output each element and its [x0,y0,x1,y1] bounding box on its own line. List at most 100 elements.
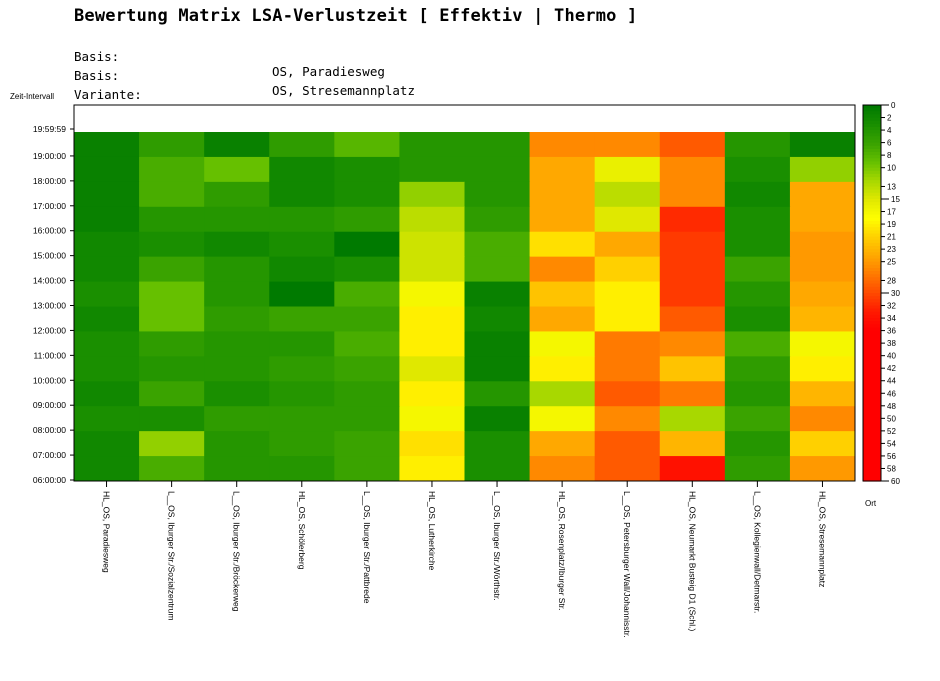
legend-color-segment [863,383,881,388]
heatmap-cell [334,256,400,283]
heatmap-cell [269,331,335,357]
info-value: OS, Paradiesweg [272,64,385,79]
legend-tick-label: 36 [887,327,896,336]
heatmap-cell [659,156,726,183]
heatmap-cell [139,331,205,357]
heatmap-cell [724,181,791,208]
plot-frame [73,104,856,482]
x-tick-label: L__OS, Petersburger Wall/Johannisstr. [622,491,632,638]
heatmap-cell [594,256,661,283]
heatmap-cell [659,406,726,432]
heatmap-cell [334,132,400,158]
legend-color-segment [863,314,881,319]
legend-color-segment [863,380,881,385]
heatmap-cell [399,281,465,307]
heatmap-cell [269,281,335,307]
legend-color-segment [863,145,881,150]
legend-color-segment [863,449,881,454]
heatmap-cell [594,331,661,357]
legend-color-segment [863,474,881,479]
y-tick-label: 10:00:00 [33,375,66,385]
legend-color-segment [863,148,881,153]
heatmap-cell [399,181,465,208]
heatmap-cell [529,181,596,208]
legend-color-segment [863,305,881,310]
legend-tick-label: 30 [891,289,900,298]
heatmap-cell [74,381,140,407]
legend-color-segment [863,346,881,350]
heatmap-cell [334,431,400,457]
legend-color-segment [863,365,881,369]
heatmap-cell [529,381,596,407]
y-tick-label: 14:00:00 [33,276,66,286]
heatmap-cell [789,206,856,233]
heatmap-cell [204,431,270,457]
heatmap-cell [204,456,270,482]
legend-tick-label: 19 [887,220,896,229]
legend-color-segment [863,412,881,416]
heatmap-cell [334,456,400,482]
y-tick-label: 07:00:00 [33,450,66,460]
heatmap-cell [529,306,596,332]
heatmap-cell [789,181,856,208]
legend-color-segment [863,258,881,263]
heatmap-cell [74,181,140,208]
legend-color-segment [863,405,881,410]
heatmap-cell [204,406,270,432]
legend-color-segment [863,177,881,181]
heatmap-cell [724,306,791,332]
heatmap-cell [594,231,661,258]
legend-color-segment [863,114,881,119]
heatmap-cell [659,206,726,233]
heatmap-cell [659,231,726,258]
heatmap-cell [139,256,205,283]
legend-tick-label: 50 [887,414,896,423]
heatmap-cell [74,156,140,183]
legend-color-segment [863,133,881,137]
x-tick-label: L__OS, Iburger Str./Bröckerweg [232,491,242,612]
heatmap-cell [724,281,791,307]
legend-color-segment [863,477,881,482]
legend-tick-label: 38 [887,339,896,348]
heatmap-cell [529,331,596,357]
heatmap-cell [724,156,791,183]
heatmap-cell [334,381,400,407]
legend-color-segment [863,424,881,429]
x-tick-label: HL_OS, Paradiesweg [102,491,112,573]
heatmap-cell [74,456,140,482]
x-tick-label: L__OS, Kollegienwall/Detmarstr. [752,491,762,613]
legend-tick-label: 46 [887,389,896,398]
heatmap-cell [269,156,335,183]
heatmap-cell [399,381,465,407]
legend-tick-label: 17 [887,208,896,217]
heatmap-cell [594,381,661,407]
legend-color-segment [863,286,881,291]
legend-color-segment [863,161,881,166]
legend-color-segment [863,440,881,444]
heatmap-cell [464,231,531,258]
chart-title: Bewertung Matrix LSA-Verlustzeit [ Effek… [74,6,638,26]
legend-color-segment [863,459,881,463]
heatmap-cell [464,406,531,432]
heatmap-cell [74,281,140,307]
legend-color-segment [863,180,881,184]
legend-color-segment [863,311,881,316]
heatmap-cell [724,356,791,382]
legend-color-segment [863,230,881,235]
heatmap-cell [334,331,400,357]
heatmap-cell [659,306,726,332]
heatmap-cell [659,181,726,208]
legend-color-segment [863,274,881,278]
heatmap-cell [594,356,661,382]
legend-color-segment [863,330,881,335]
legend-color-segment [863,152,881,156]
legend-color-segment [863,249,881,253]
info-row-basis-1: Basis: OS, Paradiesweg [74,34,385,79]
legend-color-segment [863,195,881,200]
y-tick-label: 19:00:00 [33,151,66,161]
heatmap-cell [399,306,465,332]
heatmap-cell [724,456,791,482]
heatmap-cell [399,331,465,357]
legend-color-segment [863,299,881,303]
